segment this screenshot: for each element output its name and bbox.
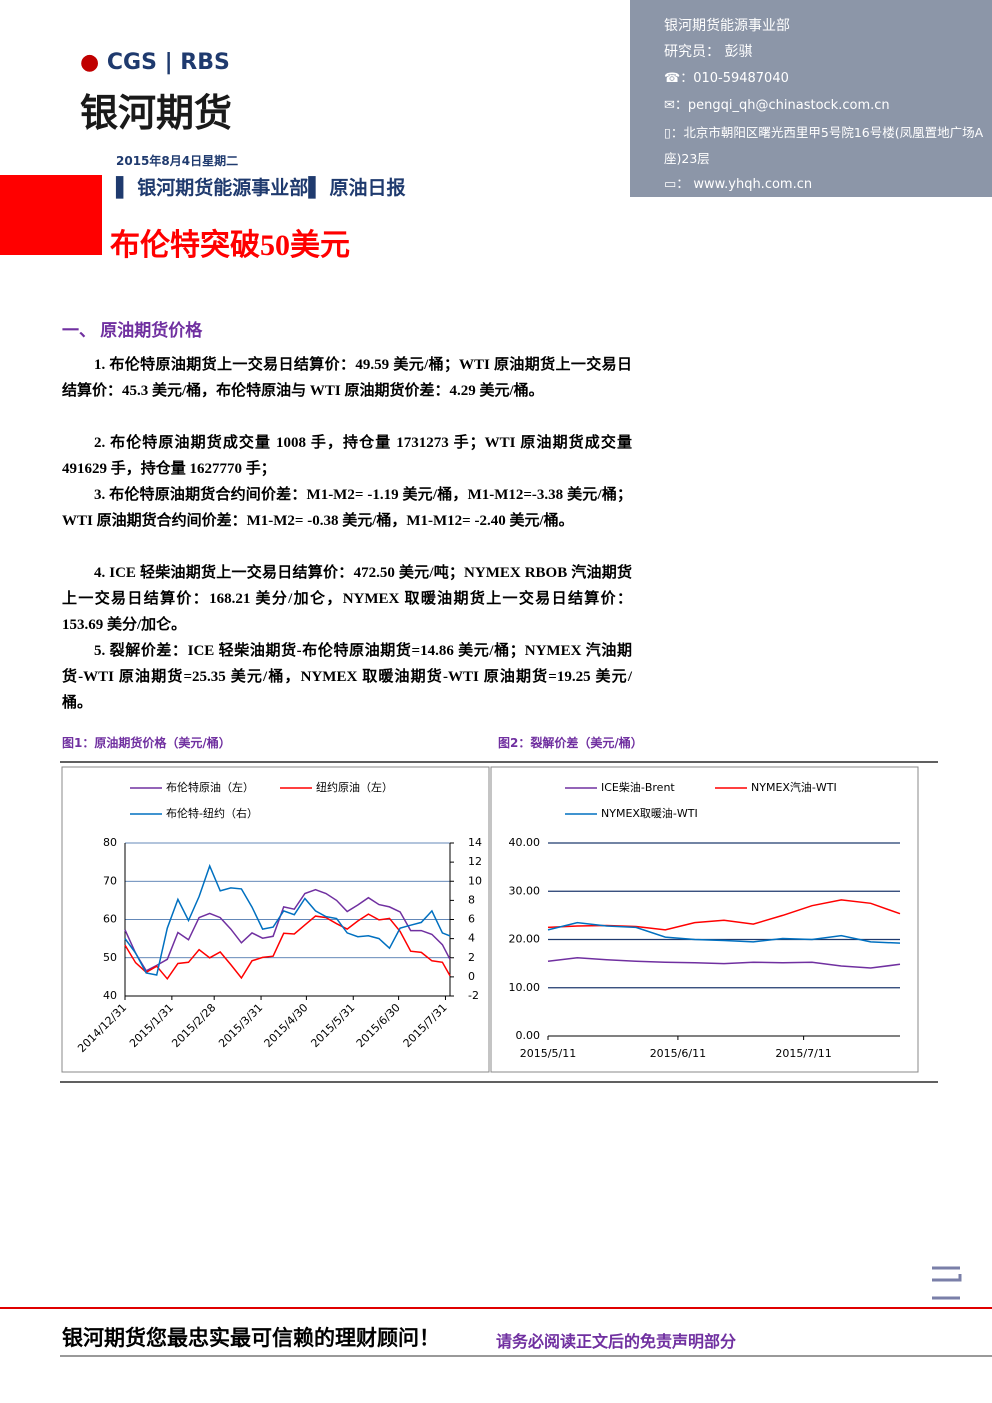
y2-tick-label: 4: [468, 932, 475, 945]
x-tick-label: 2015/5/31: [308, 1001, 357, 1050]
y-tick-label: 80: [103, 836, 117, 849]
logo-name: 银河期货: [80, 91, 233, 135]
paragraph: 4. ICE 轻柴油期货上一交易日结算价：472.50 美元/吨；NYMEX R…: [62, 565, 632, 633]
report-date: 2015年8月4日星期二: [116, 154, 239, 168]
contact-email: pengqi_qh@chinastock.com.cn: [687, 98, 890, 113]
report-line: ▌ 银河期货能源事业部▌ 原油日报: [116, 177, 406, 199]
x-tick-label: 2015/3/31: [216, 1001, 265, 1050]
report-type: 原油日报: [329, 177, 406, 199]
series-line: [547, 921, 901, 944]
y-tick-label: 10.00: [509, 981, 541, 994]
contact-researcher: 研究员： 彭骐: [664, 44, 753, 60]
y-tick-label: 20.00: [509, 933, 541, 946]
legend-label: 布伦特-纽约（右）: [166, 806, 258, 820]
x-tick-label: 2015/7/11: [775, 1047, 831, 1060]
x-tick-label: 2015/5/11: [520, 1047, 576, 1060]
y2-tick-label: 10: [468, 874, 482, 887]
paragraph: 5. 裂解价差：ICE 轻柴油期货-布伦特原油期货=14.86 美元/桶；NYM…: [62, 643, 632, 711]
legend-label: NYMEX汽油-WTI: [751, 780, 837, 794]
legend-label: 布伦特原油（左）: [166, 780, 254, 794]
report-department: 银河期货能源事业部: [137, 177, 309, 199]
paragraph: 1. 布伦特原油期货上一交易日结算价：49.59 美元/桶；WTI 原油期货上一…: [62, 357, 632, 399]
section-heading: 一、 原油期货价格: [62, 321, 203, 340]
y2-tick-label: 6: [468, 913, 475, 926]
legend-label: ICE柴油-Brent: [601, 780, 675, 794]
y-tick-label: 50: [103, 951, 117, 964]
y-tick-label: 60: [103, 913, 117, 926]
contact-website: www.yhqh.com.cn: [693, 177, 813, 192]
logo-rbs: RBS: [180, 50, 230, 75]
x-tick-label: 2014/12/31: [75, 1001, 129, 1055]
logo-brand: ● CGS | RBS: [80, 50, 230, 75]
y2-tick-label: 12: [468, 855, 482, 868]
paragraph: 3. 布伦特原油期货合约间价差：M1-M2= -1.19 美元/桶，M1-M12…: [62, 487, 632, 529]
footer-slogan: 银河期货您最忠实最可信赖的理财顾问！: [62, 1326, 440, 1350]
y-tick-label: 30.00: [509, 884, 541, 897]
x-tick-label: 2015/2/28: [169, 1001, 218, 1050]
contact-address: 北京市朝阳区曙光西里甲5号院16号楼(凤凰置地广场A座)23层: [664, 125, 984, 166]
contact-box: 银河期货能源事业部 研究员： 彭骐 ☎：010-59487040 ✉：pengq…: [630, 0, 992, 197]
series-line: [547, 957, 901, 969]
y2-tick-label: 14: [468, 836, 482, 849]
red-block: [0, 175, 102, 255]
legend-label: NYMEX取暖油-WTI: [601, 806, 698, 820]
figure-caption: 图2：裂解价差（美元/桶）: [498, 736, 643, 750]
footer-disclaimer: 请务必阅读正文后的免责声明部分: [496, 1332, 737, 1351]
y-tick-label: 70: [103, 874, 117, 887]
report-title: 布伦特突破50美元: [110, 229, 350, 262]
y-tick-label: 40: [103, 989, 117, 1002]
y2-tick-label: 0: [468, 970, 475, 983]
figure-caption: 图1：原油期货价格（美元/桶）: [62, 736, 231, 750]
series-line: [124, 913, 451, 981]
legend-label: 纽约原油（左）: [316, 780, 393, 794]
x-tick-label: 2015/4/30: [262, 1001, 311, 1050]
series-line: [124, 888, 451, 972]
y-tick-label: 0.00: [516, 1029, 541, 1042]
y2-tick-label: -2: [468, 989, 479, 1002]
x-tick-label: 2015/6/30: [354, 1001, 403, 1050]
contact-department: 银河期货能源事业部: [664, 18, 790, 34]
logo-cgs: CGS: [106, 50, 157, 75]
series-line: [124, 863, 451, 976]
y2-tick-label: 8: [468, 893, 475, 906]
y-tick-label: 40.00: [509, 836, 541, 849]
paragraph: 2. 布伦特原油期货成交量 1008 手，持仓量 1731273 手；WTI 原…: [62, 435, 632, 477]
contact-phone: 010-59487040: [693, 71, 789, 86]
x-tick-label: 2015/6/11: [650, 1047, 706, 1060]
x-tick-label: 2015/1/31: [127, 1001, 176, 1050]
y2-tick-label: 2: [468, 951, 475, 964]
x-tick-label: 2015/7/31: [401, 1001, 450, 1050]
